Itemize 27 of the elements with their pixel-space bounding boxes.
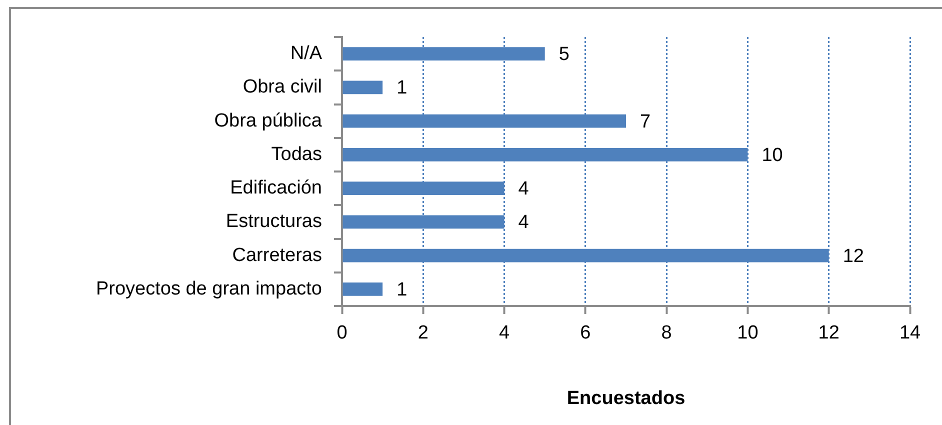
x-tick-label: 14	[899, 322, 921, 344]
y-tick-label: Estructuras	[226, 211, 322, 232]
data-label: 12	[842, 246, 864, 267]
x-tick-label: 2	[418, 322, 428, 344]
x-tick-label: 0	[336, 322, 348, 344]
data-label: 7	[640, 111, 651, 132]
data-label: 4	[518, 178, 530, 200]
bar	[342, 80, 383, 94]
data-label: 5	[558, 44, 570, 66]
y-tick-label: Obra civil	[242, 76, 322, 98]
y-tick-label: Proyectos de gran impacto	[96, 278, 322, 300]
x-tick-label: 10	[737, 322, 758, 344]
data-label: 1	[396, 279, 408, 300]
data-label: 1	[396, 78, 408, 99]
x-tick-label: 6	[580, 322, 591, 344]
y-tick-label: Carreteras	[232, 244, 322, 266]
y-tick-label: Edificación	[230, 178, 322, 199]
y-tick-label: N/A	[290, 43, 322, 64]
x-tick-label: 4	[498, 322, 510, 344]
data-label: 10	[762, 144, 783, 166]
x-axis-title: Encuestados	[566, 388, 686, 409]
data-label: 4	[518, 212, 530, 234]
x-tick-label: 8	[661, 322, 672, 344]
x-tick-label: 12	[818, 322, 840, 344]
y-tick-label: Todas	[271, 144, 322, 165]
y-tick-label: Obra pública	[214, 110, 322, 132]
bar	[342, 282, 383, 296]
